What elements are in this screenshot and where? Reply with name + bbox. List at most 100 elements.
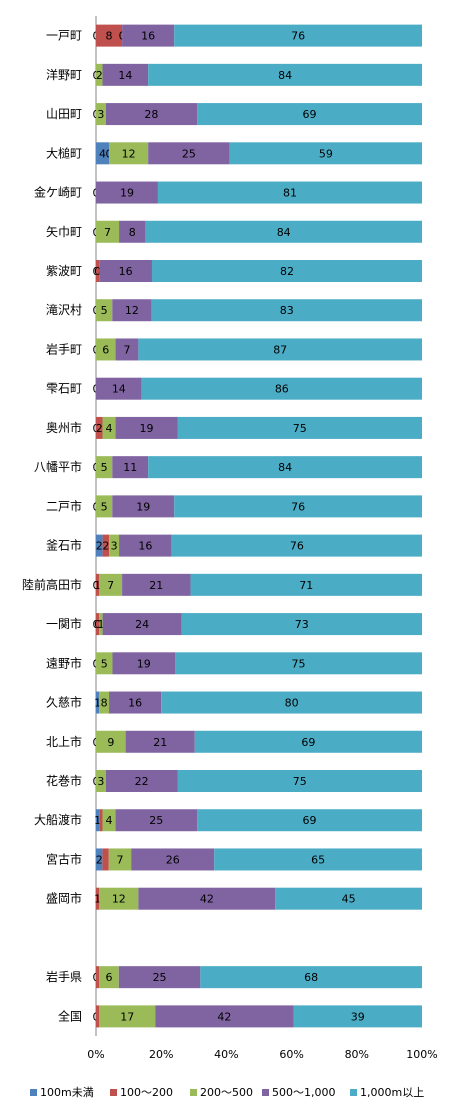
bar-segment [96,338,116,361]
data-label: 21 [153,736,167,749]
bar-segment [96,691,100,714]
data-label: 1 [94,814,101,827]
category-label: 岩手町 [46,341,82,356]
data-label: 21 [149,579,163,592]
bar-segment [96,299,113,322]
data-label: 16 [141,30,155,43]
data-label: 76 [291,30,305,43]
bar-segment [99,809,103,832]
data-label: 8 [129,226,136,239]
data-label: 4 [106,814,113,827]
data-label: 4 [106,422,113,435]
category-label: 岩手県 [46,969,82,984]
bar-segment [145,220,423,243]
bar-segment [102,63,149,86]
data-label: 3 [97,108,104,121]
data-label: 9 [107,736,114,749]
data-label: 26 [166,853,180,866]
category-label: 花巻市 [46,773,82,788]
data-label: 42 [217,1010,231,1023]
data-label: 14 [118,69,132,82]
x-tick-label: 100% [406,1048,437,1061]
category-label: 金ケ崎町 [34,185,82,200]
legend-swatch [110,1089,117,1096]
data-label: 39 [351,1010,365,1023]
bar-segment [102,848,109,871]
bar-segment [112,652,176,675]
category-label: 北上市 [46,734,82,749]
bar-segment [293,1005,422,1028]
bar-segment [109,691,162,714]
bar-segment [96,652,113,675]
category-label: 雫石町 [46,382,82,396]
bar-segment [131,848,215,871]
data-label: 5 [101,657,108,670]
legend-label: 200～500 [200,1086,253,1099]
bar-segment [190,573,422,596]
bar-segment [99,1005,156,1028]
data-label: 5 [101,304,108,317]
bar-segment [96,1005,100,1028]
data-label: 7 [104,226,111,239]
bar-segment [161,691,422,714]
bar-segment [119,534,172,557]
data-label: 8 [106,30,113,43]
data-label: 75 [292,657,306,670]
category-label: 遠野市 [46,655,82,670]
bar-segment [96,24,123,47]
bar-segment [96,220,120,243]
data-label: 12 [112,893,126,906]
category-label: 矢巾町 [46,225,82,239]
bar-segment [96,809,100,832]
data-label: 2 [96,69,103,82]
category-label: 陸前高田市 [22,577,82,592]
bar-segment [99,260,152,282]
bar-segment [105,770,178,792]
data-label: 59 [319,147,333,160]
legend-label: 100m未満 [40,1086,94,1099]
category-label: 八幡平市 [34,459,82,474]
bar-segment [197,103,422,126]
data-label: 0 [94,265,101,278]
data-label: 4 [99,147,106,160]
data-label: 7 [107,579,114,592]
bar-segment [148,142,230,165]
data-label: 1 [94,893,101,906]
category-label: 二戸市 [46,498,82,513]
bar-segment [214,848,422,871]
data-label: 25 [182,147,196,160]
bar-segment [108,848,132,871]
bar-segment [177,416,422,439]
bar-segment [102,416,116,439]
category-label: 久慈市 [46,695,82,710]
bar-segment [96,770,106,792]
data-label: 6 [106,971,113,984]
bar-segment [96,966,100,989]
data-label: 7 [123,343,130,356]
data-label: 19 [137,657,151,670]
data-label: 2 [96,540,103,553]
bar-segment [96,887,100,910]
data-label: 2 [96,422,103,435]
bar-segment [118,966,201,989]
data-label: 24 [135,618,149,631]
bar-segment [151,260,422,282]
bar-segment [174,24,422,47]
legend-label: 1,000m以上 [360,1086,424,1099]
bar-segment [109,534,120,557]
data-label: 75 [293,422,307,435]
bar-segment [155,1005,294,1028]
bar-segment [122,24,175,47]
data-label: 86 [275,383,289,396]
data-label: 16 [119,265,133,278]
category-label: 盛岡市 [46,891,82,906]
data-label: 7 [116,853,123,866]
data-label: 83 [280,304,294,317]
data-label: 45 [342,893,356,906]
bar-segment [151,299,423,322]
data-label: 25 [153,971,167,984]
category-label: 大船渡市 [34,812,82,827]
category-label: 山田町 [46,107,82,121]
data-label: 3 [97,775,104,788]
bar-segment [148,456,422,479]
